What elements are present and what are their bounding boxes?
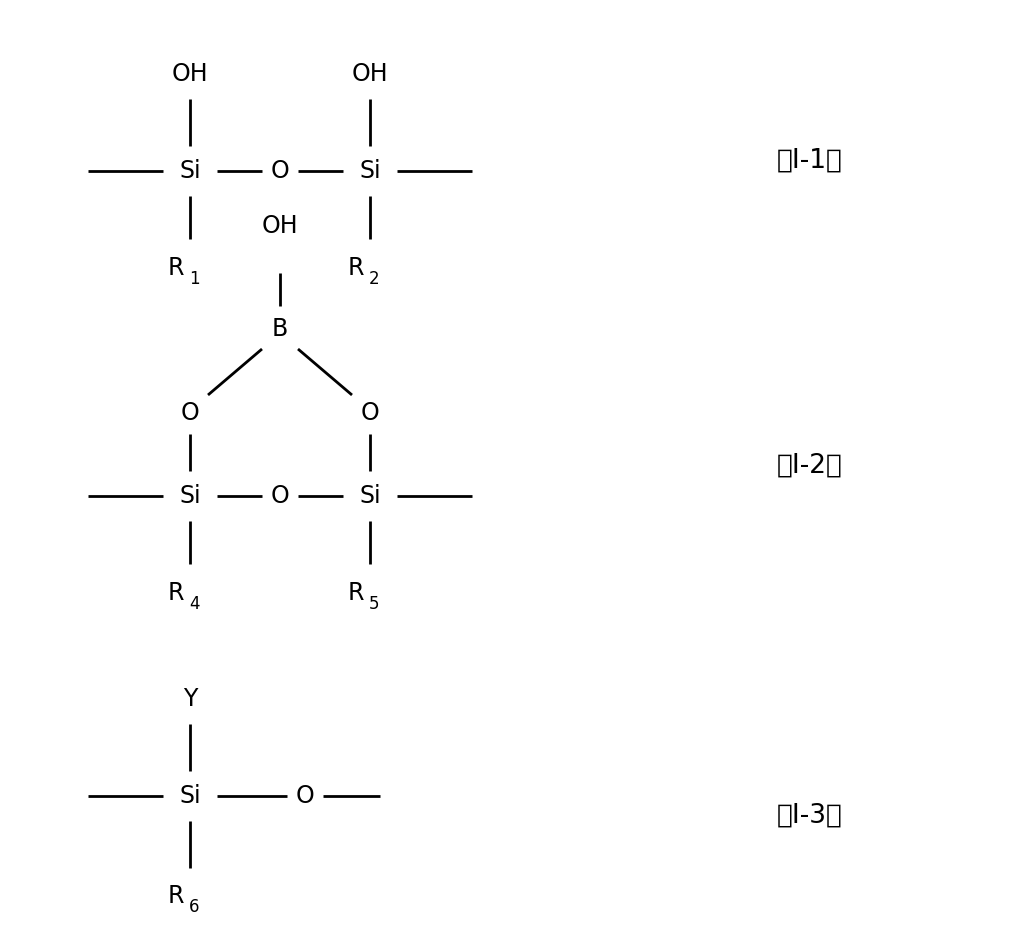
Text: Si: Si <box>179 784 201 808</box>
Text: （I-2）: （I-2） <box>777 453 843 479</box>
Text: 2: 2 <box>369 270 380 288</box>
Text: O: O <box>181 401 199 425</box>
Text: B: B <box>272 317 289 341</box>
Text: 1: 1 <box>189 270 199 288</box>
Text: O: O <box>271 484 290 508</box>
Text: R: R <box>348 256 365 280</box>
Text: OH: OH <box>262 214 298 238</box>
Text: Si: Si <box>359 159 381 183</box>
Text: R: R <box>168 256 185 280</box>
Text: （I-3）: （I-3） <box>777 803 843 829</box>
Text: OH: OH <box>172 62 208 86</box>
Text: R: R <box>168 581 185 605</box>
Text: R: R <box>168 884 185 908</box>
Text: Si: Si <box>359 484 381 508</box>
Text: 5: 5 <box>369 595 380 613</box>
Text: O: O <box>271 159 290 183</box>
Text: O: O <box>296 784 314 808</box>
Text: Si: Si <box>179 484 201 508</box>
Text: Y: Y <box>183 687 197 711</box>
Text: O: O <box>360 401 379 425</box>
Text: R: R <box>348 581 365 605</box>
Text: 6: 6 <box>189 898 199 916</box>
Text: Si: Si <box>179 159 201 183</box>
Text: （I-1）: （I-1） <box>777 148 843 174</box>
Text: 4: 4 <box>189 595 199 613</box>
Text: OH: OH <box>351 62 388 86</box>
